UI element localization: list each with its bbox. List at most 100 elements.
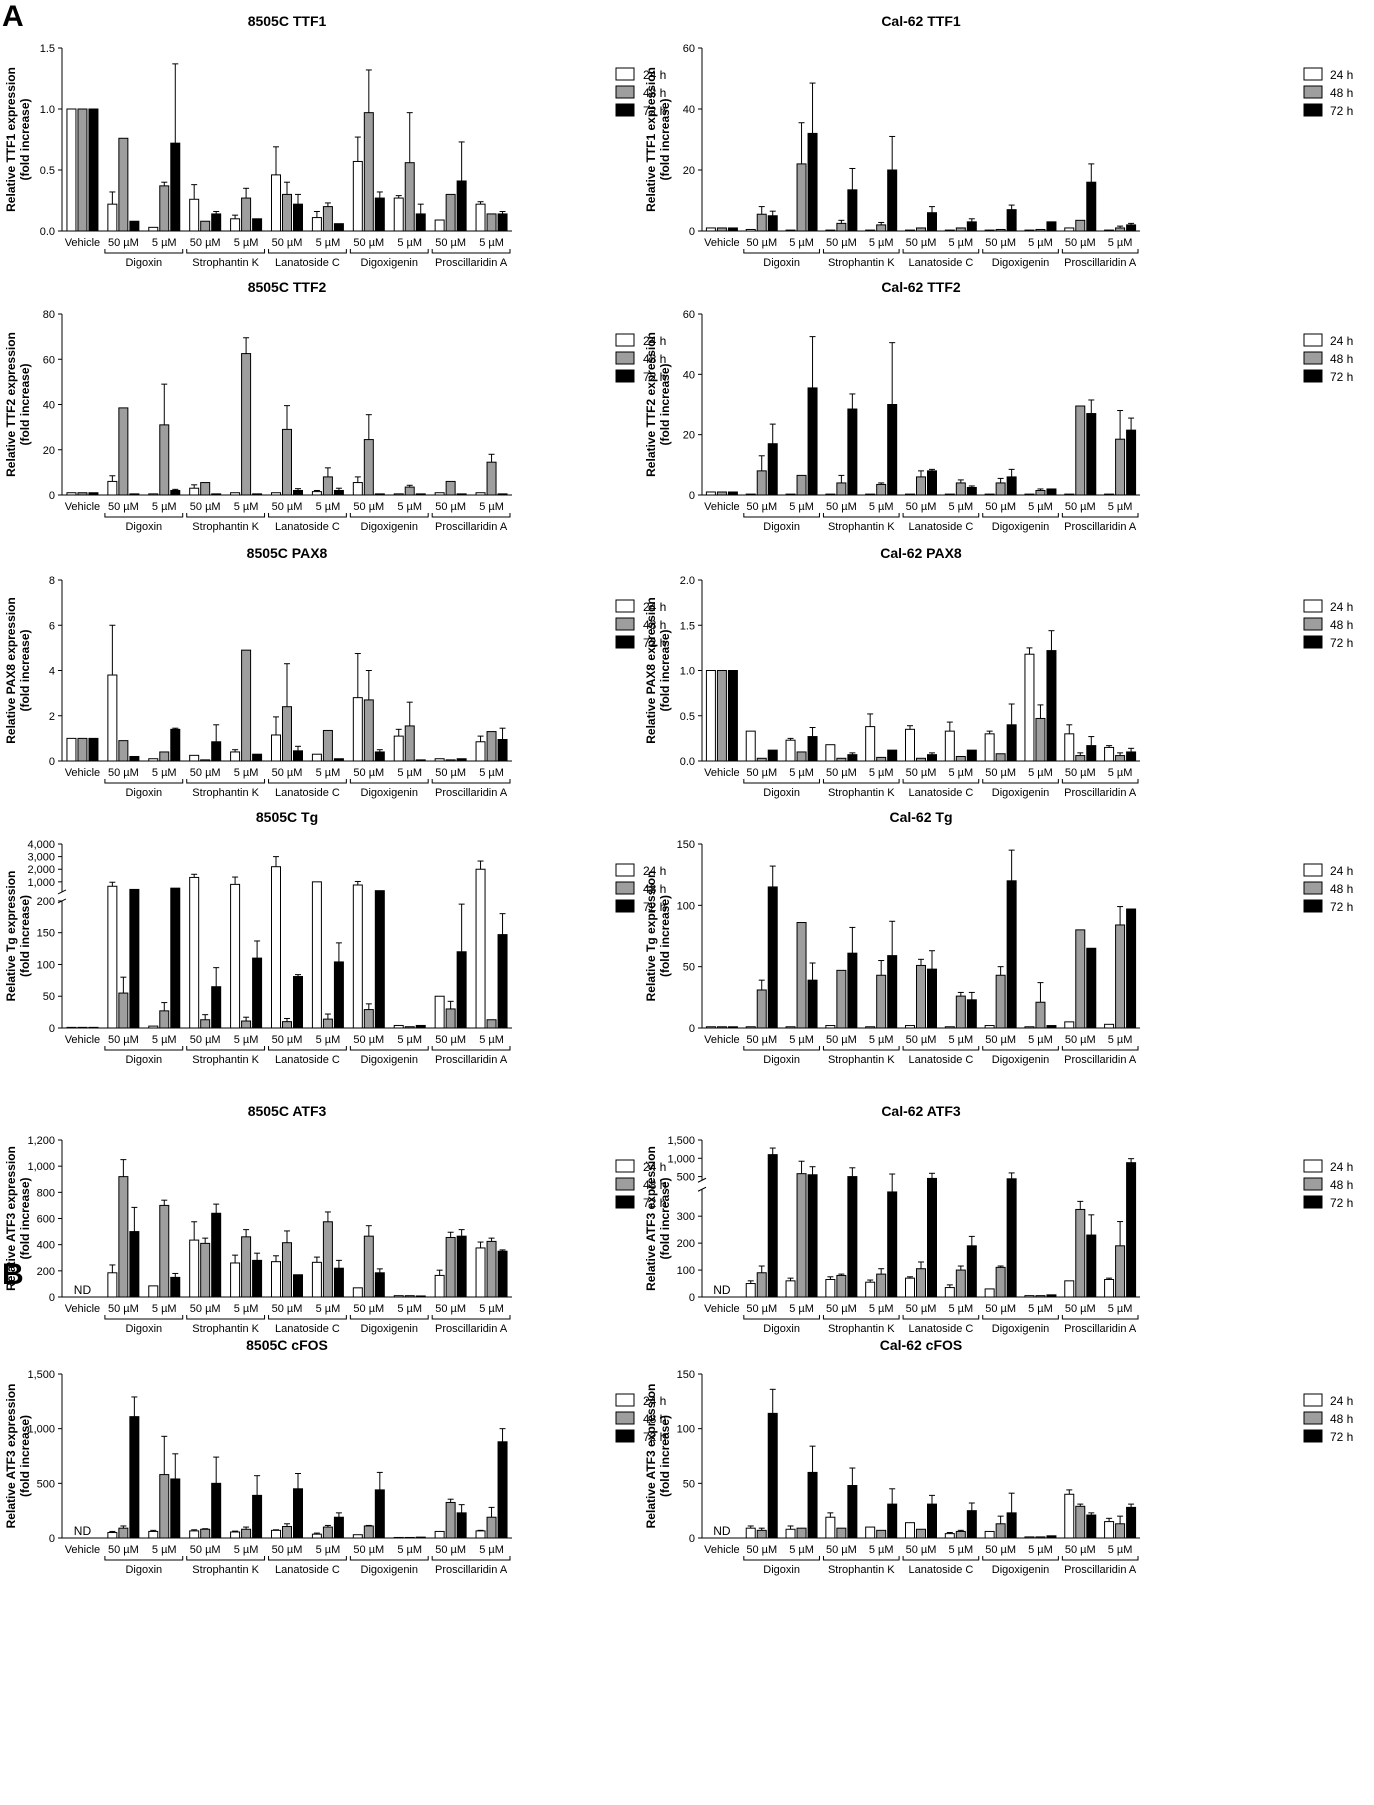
x-tick-label-dose: 50 µM	[272, 1034, 303, 1046]
bar	[767, 749, 778, 762]
bar	[865, 229, 876, 232]
legend-swatch	[1303, 67, 1323, 81]
bar	[211, 741, 222, 762]
drug-bracket	[186, 1046, 266, 1051]
y-axis-label: Relative TTF2 expression(fold increase)	[4, 332, 32, 477]
x-tick-label-dose: 5 µM	[1028, 237, 1053, 249]
bar	[966, 221, 977, 232]
drug-label: Digoxigenin	[992, 787, 1049, 799]
x-tick-label-dose: 5 µM	[152, 1303, 177, 1315]
x-tick-label-dose: 5 µM	[1108, 1034, 1133, 1046]
x-tick-label-dose: 5 µM	[789, 501, 814, 513]
y-axis-label-line: (fold increase)	[658, 895, 672, 977]
x-tick-label-dose: 50 µM	[435, 237, 466, 249]
x-tick-label-dose: 50 µM	[435, 1303, 466, 1315]
legend-label: 48 h	[1330, 882, 1353, 896]
x-tick-label-dose: 50 µM	[435, 1034, 466, 1046]
bar	[1104, 1278, 1115, 1298]
drug-bracket	[431, 779, 511, 784]
legend-swatch	[615, 1411, 635, 1425]
drug-bracket	[268, 1315, 347, 1320]
bar	[322, 729, 333, 762]
bar	[847, 408, 858, 496]
bar	[77, 1026, 88, 1029]
drug-label: Proscillaridin A	[435, 1323, 508, 1335]
drug-label: Strophantin K	[828, 787, 895, 799]
bar	[716, 227, 727, 232]
bar	[170, 887, 181, 1029]
bar	[230, 218, 241, 232]
legend-label: 72 h	[643, 636, 666, 650]
y-tick-label: 600	[37, 1214, 55, 1226]
x-tick-label-dose: 50 µM	[906, 1303, 937, 1315]
legend-label: 24 h	[1330, 600, 1353, 614]
legend-swatch	[1303, 351, 1323, 365]
bar	[1024, 1295, 1035, 1298]
x-tick-label-dose: 50 µM	[272, 1544, 303, 1556]
y-tick-label: 1.5	[680, 620, 695, 632]
drug-bracket	[822, 1315, 900, 1320]
x-tick-label-dose: 5 µM	[316, 237, 341, 249]
bar	[170, 489, 181, 496]
y-tick-label: 60	[683, 309, 695, 321]
y-axis-label: Relative TTF1 expression(fold increase)	[644, 67, 672, 212]
bar	[271, 492, 281, 496]
legend-swatch	[615, 351, 635, 365]
drug-label: Lanatoside C	[908, 1564, 973, 1576]
bar	[170, 1276, 181, 1298]
y-tick-label: 100	[677, 1424, 695, 1436]
chart-title: Cal-62 PAX8	[880, 545, 962, 561]
bar	[374, 197, 385, 232]
nd-label: ND	[713, 1524, 731, 1538]
bar	[241, 1020, 252, 1029]
bar	[984, 1530, 995, 1539]
x-tick-label-dose: 5 µM	[397, 237, 422, 249]
drug-bracket	[822, 1046, 900, 1051]
x-tick-label-dose: 5 µM	[152, 767, 177, 779]
bar	[825, 229, 836, 232]
bar	[905, 728, 915, 762]
legend-swatch	[615, 369, 635, 383]
bar	[311, 491, 322, 496]
legend-swatch	[615, 85, 635, 99]
bar	[1086, 947, 1097, 1029]
bar	[836, 757, 847, 762]
x-tick-label-dose: 5 µM	[234, 1303, 259, 1315]
x-tick-label-dose: 5 µM	[234, 1544, 259, 1556]
bar	[200, 220, 211, 232]
bar	[159, 1204, 170, 1298]
bar	[497, 934, 508, 1029]
bar	[756, 470, 767, 496]
drug-label: Lanatoside C	[908, 787, 973, 799]
bar	[1024, 493, 1035, 496]
x-tick-label-dose: 5 µM	[1028, 501, 1053, 513]
y-axis-label-line: Relative TTF1 expression	[644, 67, 658, 212]
legend-label: 48 h	[643, 352, 666, 366]
y-tick-label: 150	[677, 1369, 695, 1381]
bar	[745, 1527, 756, 1539]
bar	[88, 492, 99, 496]
bar	[159, 1474, 170, 1539]
bar	[836, 222, 847, 232]
x-tick-label-dose: 5 µM	[479, 501, 504, 513]
bar	[352, 697, 363, 762]
x-tick-label-dose: 5 µM	[234, 501, 259, 513]
bar	[1115, 924, 1126, 1029]
bar	[927, 212, 937, 232]
drug-bracket	[186, 513, 266, 518]
x-tick-label-dose: 5 µM	[789, 1034, 814, 1046]
y-tick-label: 150	[37, 928, 55, 940]
bar	[995, 974, 1006, 1029]
x-tick-label-dose: 50 µM	[826, 237, 857, 249]
legend-swatch	[615, 103, 635, 117]
x-tick-label-dose: 50 µM	[190, 1034, 221, 1046]
bar	[887, 1503, 898, 1539]
bar	[189, 754, 200, 762]
panel-letter-a: A	[2, 0, 24, 33]
y-axis-label-line: (fold increase)	[658, 1415, 672, 1497]
x-tick-label-dose: 50 µM	[826, 767, 857, 779]
bar	[445, 193, 456, 232]
x-tick-label-dose: 50 µM	[985, 501, 1016, 513]
bar	[415, 493, 426, 496]
